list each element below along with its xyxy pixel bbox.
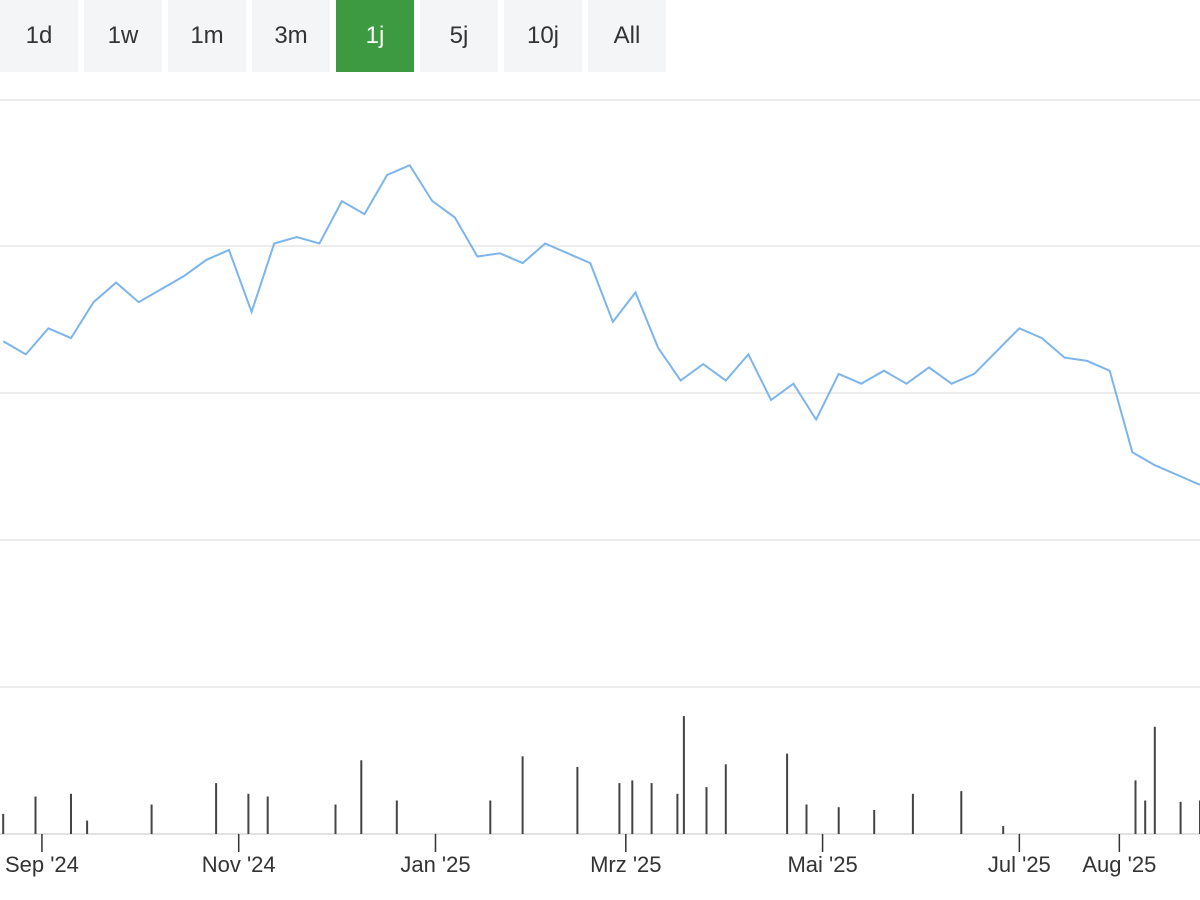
volume-bar xyxy=(266,796,269,834)
volume-bar xyxy=(960,791,963,834)
range-button-5j[interactable]: 5j xyxy=(420,0,498,72)
volume-bar xyxy=(682,716,685,834)
volume-bar xyxy=(70,793,72,834)
range-selector: 1d 1w 1m 3m 1j 5j 10j All xyxy=(0,0,672,72)
x-tick-label: Mrz '25 xyxy=(590,852,661,877)
volume-bar xyxy=(489,800,492,834)
x-tick-label: Aug '25 xyxy=(1082,852,1156,877)
range-button-1m[interactable]: 1m xyxy=(168,0,246,72)
range-button-3m[interactable]: 3m xyxy=(252,0,330,72)
volume-bar xyxy=(2,813,5,834)
price-line xyxy=(2,163,1200,486)
volume-bar xyxy=(705,787,708,834)
volume-bar xyxy=(1179,801,1182,834)
volume-bar xyxy=(360,760,363,834)
volume-bar xyxy=(1153,726,1156,834)
volume-bar xyxy=(724,764,727,834)
volume-bar xyxy=(911,793,914,834)
x-tick-label: Jul '25 xyxy=(988,852,1051,877)
volume-bar xyxy=(1134,780,1137,834)
volume-bar xyxy=(837,807,840,834)
range-button-1w[interactable]: 1w xyxy=(84,0,162,72)
x-tick-label: Jan '25 xyxy=(400,852,470,877)
x-tick-label: Sep '24 xyxy=(5,852,79,877)
volume-bar xyxy=(150,804,153,834)
range-button-all[interactable]: All xyxy=(588,0,666,72)
x-tick-label: Nov '24 xyxy=(202,852,276,877)
volume-bar xyxy=(395,800,398,834)
volume-bar xyxy=(34,796,37,834)
volume-bar xyxy=(1144,800,1147,834)
volume-bar xyxy=(805,804,808,834)
volume-bar xyxy=(1002,826,1005,834)
volume-bar xyxy=(631,780,634,834)
volume-bar xyxy=(786,753,789,834)
volume-bar xyxy=(247,793,250,834)
volume-bar xyxy=(521,756,524,834)
range-button-10j[interactable]: 10j xyxy=(504,0,582,72)
x-tick-label: Mai '25 xyxy=(787,852,857,877)
volume-bar xyxy=(676,793,679,834)
volume-bar xyxy=(650,783,653,834)
volume-bar xyxy=(86,820,89,834)
volume-bar xyxy=(873,809,876,834)
volume-bar xyxy=(618,783,621,834)
volume-bar xyxy=(334,804,337,834)
range-button-1j[interactable]: 1j xyxy=(336,0,414,72)
range-button-1d[interactable]: 1d xyxy=(0,0,78,72)
volume-bar xyxy=(215,783,218,834)
volume-bar xyxy=(576,767,579,834)
